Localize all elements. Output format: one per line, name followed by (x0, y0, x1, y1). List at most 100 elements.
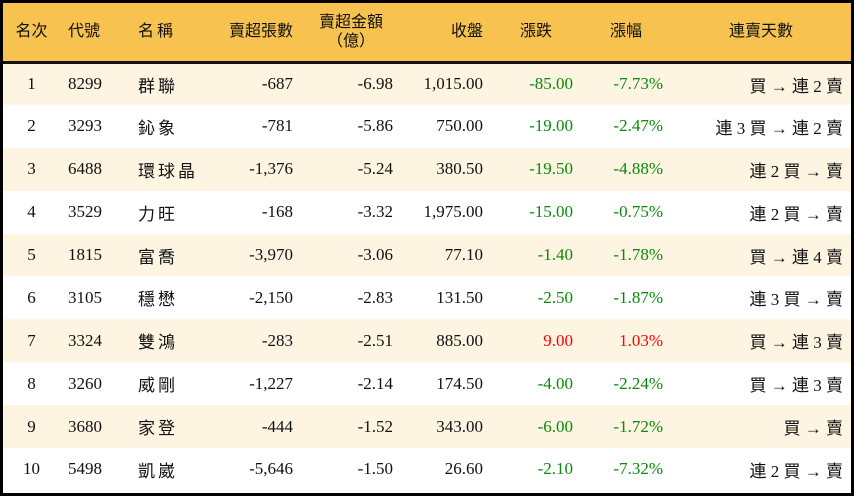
header-net-sell-amount: 賣超金額 （億） (301, 3, 401, 62)
header-change-pct: 漲幅 (609, 23, 642, 41)
change-pct-cell: 1.03% (619, 330, 663, 350)
code-cell: 6488 (68, 159, 102, 179)
change-pct-cell: -1.72% (613, 416, 663, 436)
header-code: 代號 (68, 23, 101, 41)
rank-cell: 8 (27, 373, 36, 393)
close-cell: 77.10 (444, 245, 483, 264)
header-streak: 連賣天數 (728, 23, 793, 41)
net-sell-ranking-table: 名次 代號 名稱 賣超張數 賣超金額 （億） 收盤 漲跌 漲幅 連賣天數 1 829… (3, 3, 851, 491)
close-cell: 885.00 (436, 330, 483, 350)
net-sell-lots-cell: -2,150 (249, 287, 293, 307)
name-cell: 富喬 (138, 247, 178, 267)
net-sell-amount-cell: -3.06 (357, 245, 393, 264)
streak-cell: 買 → 連 3 賣 (749, 376, 844, 396)
change-cell: 9.00 (543, 330, 573, 350)
code-cell: 1815 (68, 245, 102, 264)
table-row: 5 1815 富喬 -3,970 -3.06 77.10 -1.40 -1.78% 買 → 連 … (3, 233, 851, 277)
net-sell-lots-cell: -781 (261, 116, 293, 136)
net-sell-amount-cell: -5.24 (357, 159, 393, 179)
rank-cell: 3 (27, 159, 36, 179)
rank-cell: 4 (27, 202, 36, 222)
header-name: 名稱 (138, 23, 177, 41)
code-cell: 8299 (68, 74, 102, 94)
net-sell-amount-cell: -2.14 (357, 373, 393, 393)
net-sell-amount-cell: -1.50 (357, 459, 393, 479)
rank-cell: 6 (27, 287, 36, 307)
name-cell: 凱崴 (138, 461, 178, 481)
streak-cell: 買 → 連 4 賣 (749, 247, 844, 267)
header-rank: 名次 (15, 23, 48, 41)
change-cell: -1.40 (537, 245, 573, 264)
net-sell-amount-cell: -5.86 (357, 116, 393, 136)
header-close: 收盤 (450, 23, 483, 41)
change-cell: -19.50 (529, 159, 573, 179)
streak-cell: 買 → 連 3 賣 (749, 333, 844, 353)
change-pct-cell: -1.87% (613, 287, 663, 307)
streak-cell: 連 2 買 → 賣 (749, 461, 844, 481)
rank-cell: 9 (27, 416, 36, 436)
table-row: 8 3260 威剛 -1,227 -2.14 174.50 -4.00 -2.24% 買 → 連… (3, 362, 851, 406)
table-row: 7 3324 雙鴻 -283 -2.51 885.00 9.00 1.03% 買 → 連 3 賣 (3, 319, 851, 363)
close-cell: 343.00 (436, 416, 483, 436)
table-row: 2 3293 鈊象 -781 -5.86 750.00 -19.00 -2.47% 連 3 買 … (3, 104, 851, 148)
change-cell: -15.00 (529, 202, 573, 222)
close-cell: 750.00 (436, 116, 483, 136)
change-cell: -2.50 (537, 287, 573, 307)
code-cell: 3260 (68, 373, 102, 393)
change-pct-cell: -1.78% (613, 245, 663, 264)
header-change: 漲跌 (519, 23, 552, 41)
table-row: 9 3680 家登 -444 -1.52 343.00 -6.00 -1.72% 買 → 賣 (3, 405, 851, 449)
close-cell: 131.50 (436, 287, 483, 307)
streak-cell: 買 → 連 2 賣 (749, 76, 844, 96)
rank-cell: 1 (27, 74, 36, 94)
net-sell-amount-cell: -1.52 (357, 416, 393, 436)
code-cell: 3529 (68, 202, 102, 222)
change-cell: -19.00 (529, 116, 573, 136)
change-pct-cell: -0.75% (613, 202, 663, 222)
rank-cell: 7 (27, 330, 36, 350)
close-cell: 1,975.00 (423, 202, 484, 222)
table-row: 3 6488 環球晶 -1,376 -5.24 380.50 -19.50 -4.88% 連 2… (3, 147, 851, 191)
name-cell: 鈊象 (138, 118, 178, 138)
change-pct-cell: -2.47% (613, 116, 663, 136)
name-cell: 環球晶 (138, 161, 198, 181)
change-cell: -4.00 (537, 373, 573, 393)
net-sell-lots-cell: -168 (261, 202, 293, 222)
rank-cell: 5 (27, 245, 36, 264)
name-cell: 群聯 (138, 76, 178, 96)
change-pct-cell: -2.24% (613, 373, 663, 393)
change-pct-cell: -4.88% (613, 159, 663, 179)
code-cell: 3105 (68, 287, 102, 307)
close-cell: 26.60 (444, 459, 483, 479)
net-sell-lots-cell: -283 (261, 330, 293, 350)
header-amount-unit: （億） (326, 32, 375, 50)
net-sell-lots-cell: -1,376 (249, 159, 293, 179)
change-cell: -2.10 (537, 459, 573, 479)
name-cell: 力旺 (138, 204, 178, 224)
net-sell-lots-cell: -687 (261, 74, 293, 94)
net-sell-table-container: 名次 代號 名稱 賣超張數 賣超金額 （億） 收盤 漲跌 漲幅 連賣天數 1 829… (3, 3, 851, 493)
table-row: 1 8299 群聯 -687 -6.98 1,015.00 -85.00 -7.73% 買 → … (3, 62, 851, 105)
net-sell-lots-cell: -5,646 (249, 459, 293, 479)
code-cell: 3324 (68, 330, 102, 350)
streak-cell: 買 → 賣 (783, 419, 844, 439)
net-sell-lots-cell: -444 (261, 416, 293, 436)
code-cell: 5498 (68, 459, 102, 479)
header-net-sell-lots: 賣超張數 (228, 23, 293, 41)
streak-cell: 連 3 買 → 賣 (749, 290, 844, 310)
streak-cell: 連 3 買 → 連 2 賣 (715, 118, 844, 138)
rank-cell: 10 (23, 459, 40, 479)
close-cell: 174.50 (436, 373, 483, 393)
rank-cell: 2 (27, 116, 36, 136)
name-cell: 穩懋 (138, 290, 178, 310)
change-pct-cell: -7.32% (613, 459, 663, 479)
streak-cell: 連 2 買 → 賣 (749, 161, 844, 181)
header-amount-label: 賣超金額 (318, 13, 383, 31)
name-cell: 家登 (138, 419, 178, 439)
close-cell: 380.50 (436, 159, 483, 179)
name-cell: 威剛 (138, 376, 178, 396)
code-cell: 3680 (68, 416, 102, 436)
net-sell-amount-cell: -3.32 (357, 202, 393, 222)
net-sell-lots-cell: -3,970 (249, 245, 293, 264)
table-row: 10 5498 凱崴 -5,646 -1.50 26.60 -2.10 -7.32% 連 2 買… (3, 448, 851, 491)
